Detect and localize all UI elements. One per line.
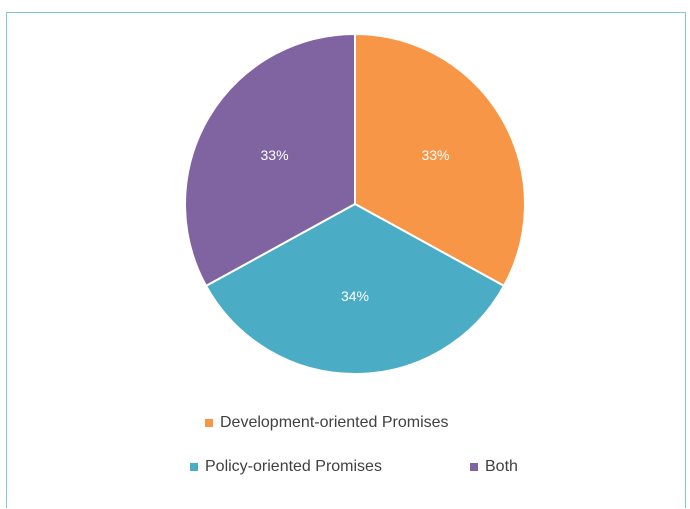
pie-slice-policy <box>204 202 506 375</box>
data-label-policy: 34% <box>341 288 369 304</box>
data-label-development: 33% <box>421 147 449 163</box>
pie-slice-both <box>184 32 356 288</box>
pie-chart: 33% 34% 33% <box>184 32 526 375</box>
data-label-both: 33% <box>261 147 289 163</box>
chart-area: 33% 34% 33% Development-oriented Promises … <box>6 12 686 508</box>
pie-slice-development <box>354 32 526 288</box>
